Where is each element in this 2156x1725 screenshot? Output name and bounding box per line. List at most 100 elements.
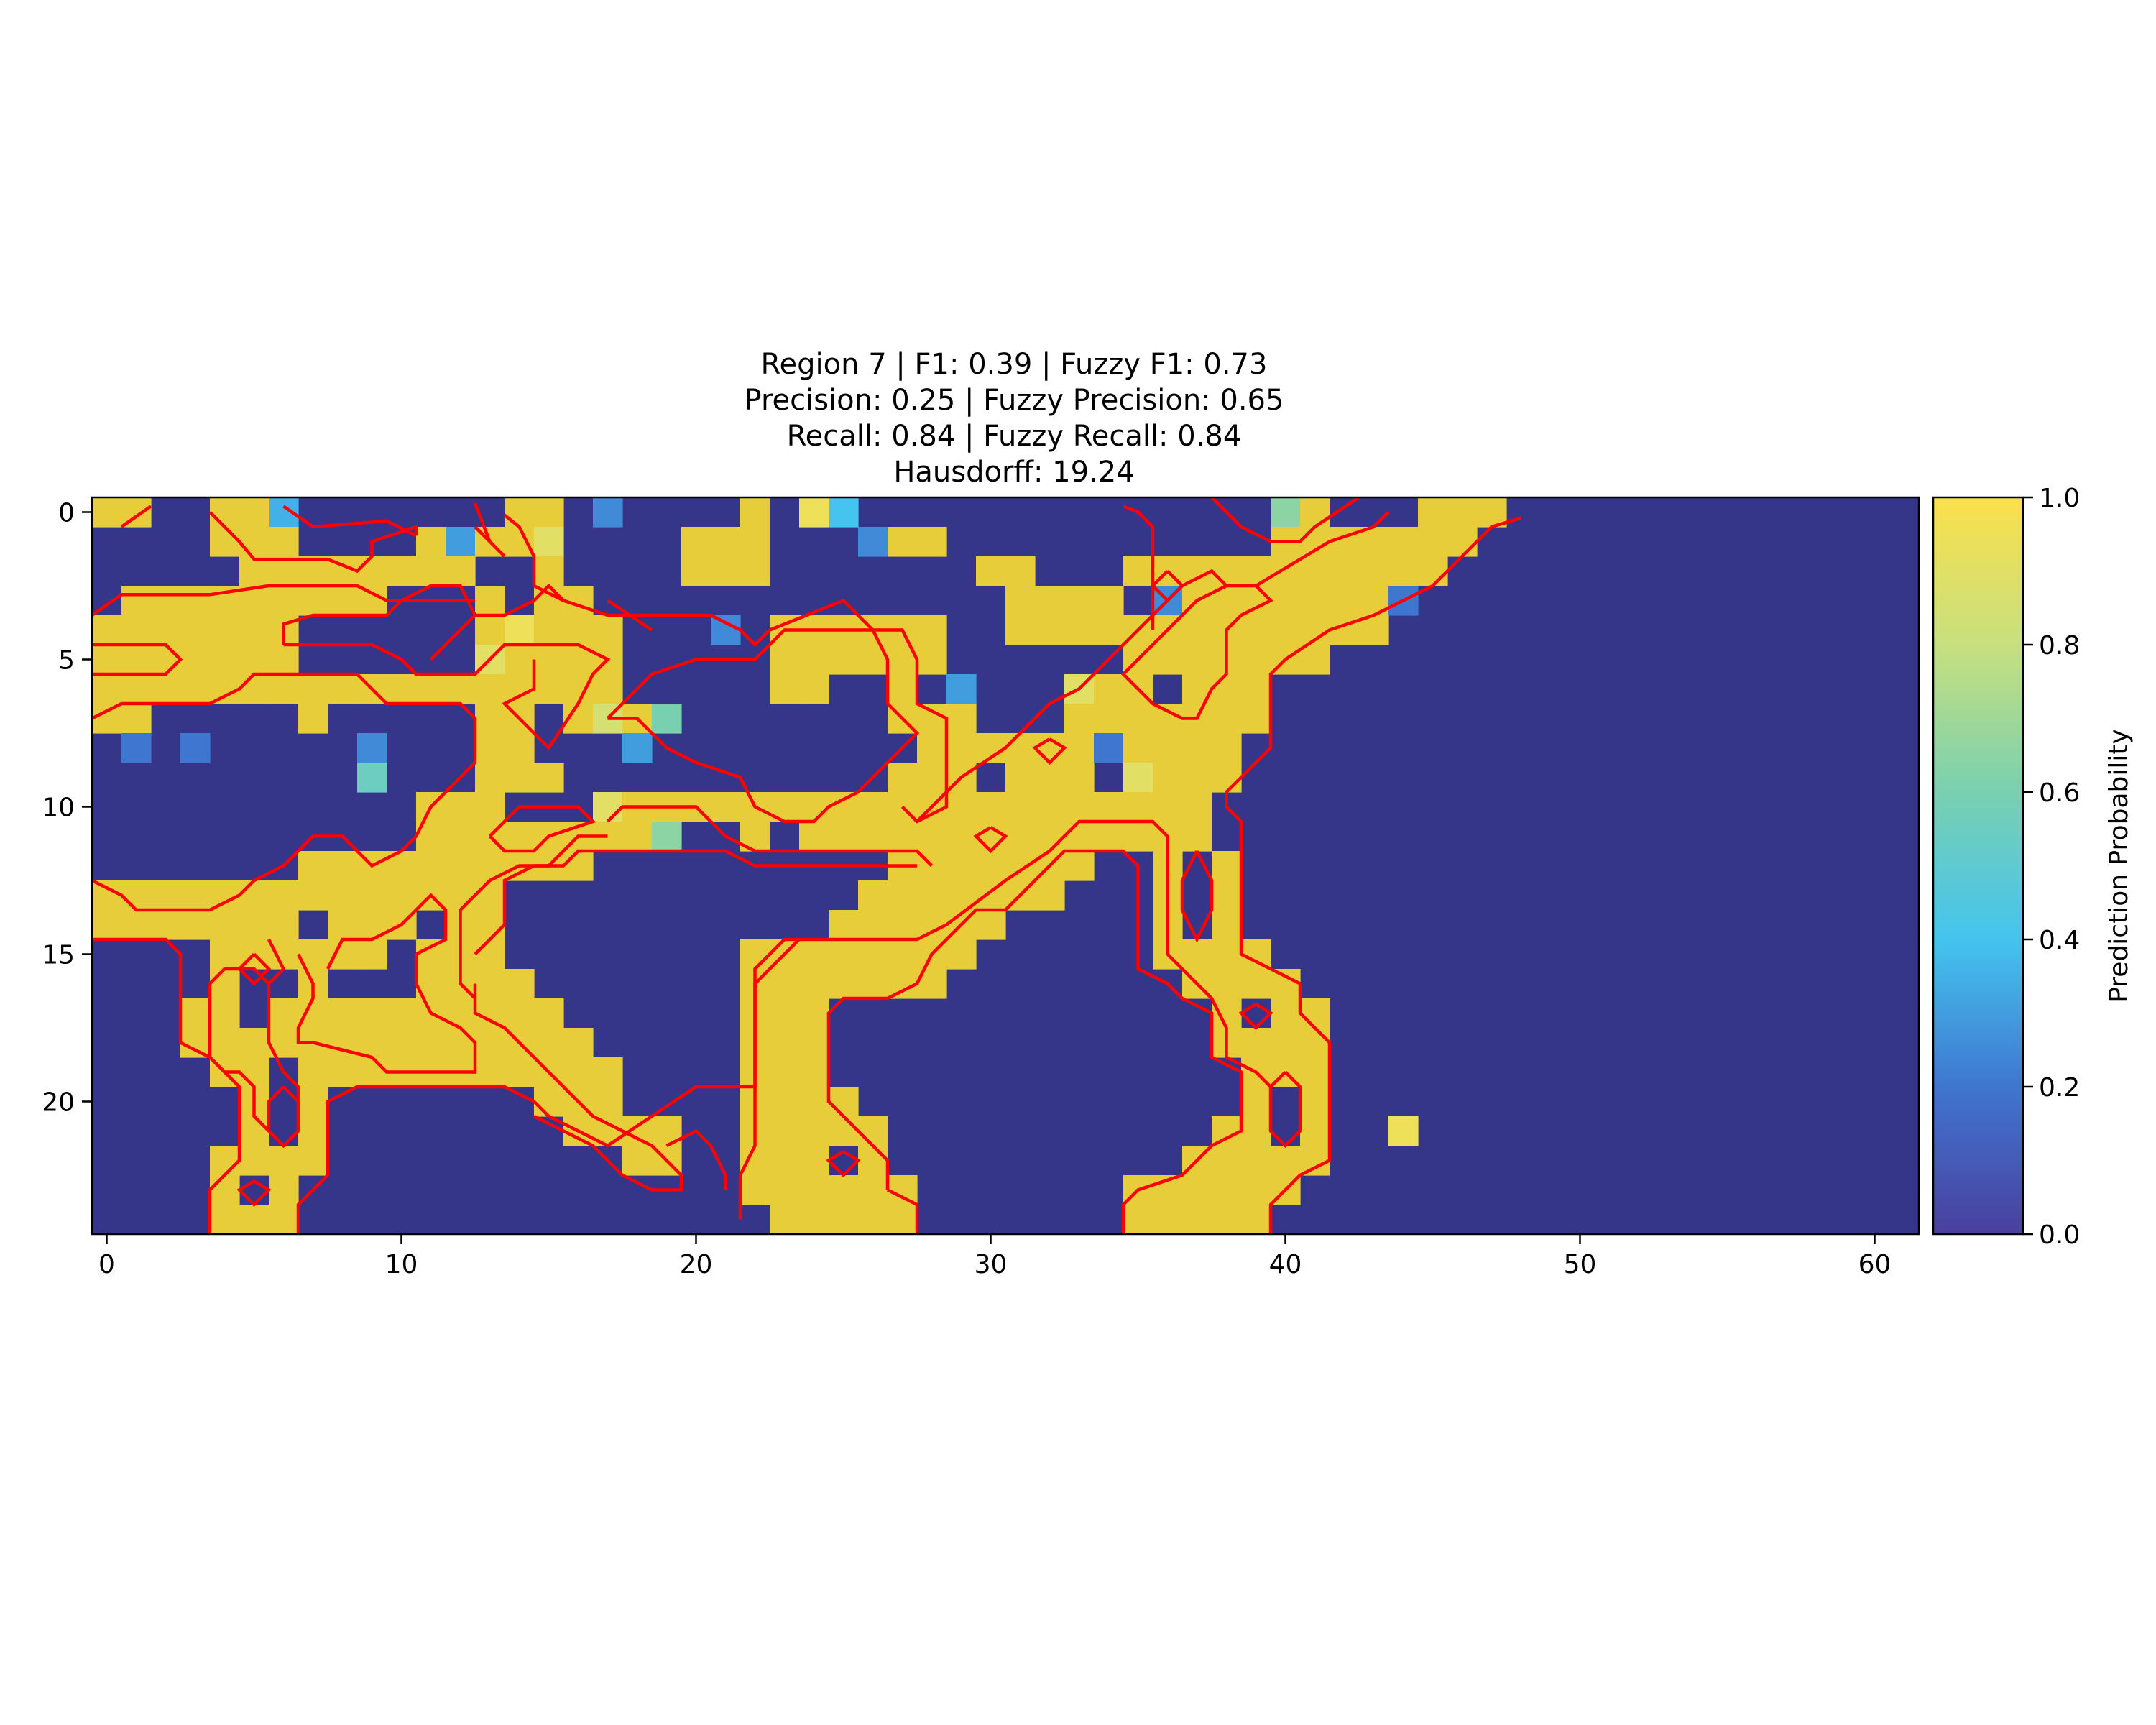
contour-line [296,893,477,1074]
heatmap-cell [239,880,270,911]
heatmap-cell [888,910,918,940]
heatmap-cell [1182,1175,1212,1205]
x-tick-label: 50 [1564,1250,1597,1279]
heatmap-cell [1005,733,1036,763]
heatmap-cell [1212,1175,1242,1205]
heatmap-cell [92,910,122,940]
heatmap-cell [770,1205,800,1234]
heatmap-cell [1035,733,1065,763]
heatmap-cell [1300,1116,1330,1146]
heatmap-cell [1447,497,1478,528]
contour-line [1255,510,1390,587]
heatmap-cell [829,497,859,528]
contour-line [474,849,917,956]
heatmap-cell [1300,497,1330,528]
heatmap-cell [92,615,122,645]
heatmap-cell [1241,1087,1271,1117]
heatmap-cell [475,880,505,911]
x-axis: 0 10 20 30 40 50 60 [98,1234,1891,1279]
heatmap-cell [829,939,859,970]
heatmap-cell [1241,556,1271,586]
heatmap-cell [416,556,446,586]
heatmap-cell [1300,1028,1330,1058]
contour-line [92,584,475,617]
heatmap-cell [505,998,535,1029]
heatmap-cell [357,1028,387,1058]
heatmap-cell [1094,586,1124,616]
heatmap-cell [1123,792,1153,822]
heatmap-cell [593,615,623,645]
heatmap-cell [1064,704,1095,734]
heatmap-cell [121,910,152,940]
colorbar-tick-label: 1.0 [2039,484,2080,513]
heatmap-cell [239,674,270,704]
heatmap-cell [1182,645,1212,675]
heatmap-cell [917,763,947,793]
contour-line [1123,505,1155,630]
heatmap-cell [799,1175,829,1205]
heatmap-cell [210,910,240,940]
heatmap-cell [328,939,358,970]
contour-line [606,805,934,868]
heatmap-cell [269,1146,299,1176]
heatmap-cell [1212,1116,1242,1146]
contour-line [826,1150,861,1178]
contour-line [488,805,596,853]
heatmap-cell [298,880,328,911]
heatmap-cell [1212,763,1242,793]
heatmap-cell [622,1146,653,1176]
heatmap-cell [770,1057,800,1087]
title-line-2: Precision: 0.25 | Fuzzy Precision: 0.65 [745,384,1284,417]
heatmap-cell [917,733,947,763]
heatmap-cell [298,851,328,881]
heatmap-cell [1418,556,1448,586]
heatmap-cell [298,1057,328,1087]
y-axis: 0 5 10 15 20 [42,499,92,1118]
heatmap-cell [652,704,682,734]
heatmap-cell [446,674,476,704]
heatmap-cell [1359,556,1389,586]
heatmap-cell [829,645,859,675]
heatmap-cell [946,939,977,970]
colorbar-tick-label: 0.2 [2039,1073,2080,1103]
heatmap-cell [799,645,829,675]
heatmap-cell [976,851,1006,881]
heatmap-cell [210,1028,240,1058]
contour-line [1238,1003,1273,1031]
contour-line [503,513,949,824]
heatmap-cell [328,674,358,704]
heatmap-cell [1212,556,1242,586]
heatmap-cell [858,822,888,852]
heatmap-cell [92,880,122,911]
heatmap-cell [829,822,859,852]
x-tick-label: 30 [975,1250,1008,1279]
heatmap-cell [239,615,270,645]
heatmap-cell [269,556,299,586]
heatmap-cell [1300,1146,1330,1176]
heatmap-cell [1064,733,1095,763]
y-tick-label: 0 [58,499,75,528]
heatmap-cell [888,1175,918,1205]
heatmap-cell [505,733,535,763]
heatmap-cell [1094,822,1124,852]
heatmap-cell [357,586,387,616]
heatmap-cell [829,792,859,822]
heatmap-cell [858,1116,888,1146]
heatmap-cell [799,1205,829,1234]
heatmap-cell [1271,586,1301,616]
heatmap-cell [387,674,417,704]
heatmap-cell [151,615,181,645]
heatmap-cell [770,1175,800,1205]
colorbar-gradient [1932,496,2024,1236]
heatmap-cell [121,733,152,763]
heatmap-cell [593,497,623,528]
heatmap-cell [1241,674,1271,704]
heatmap-cell [1123,556,1153,586]
heatmap-cell [563,674,594,704]
heatmap-cell [1035,586,1065,616]
heatmap-cell [888,527,918,557]
heatmap-cell [1271,1146,1301,1176]
heatmap-cell [917,645,947,675]
heatmap-cell [534,1028,564,1058]
